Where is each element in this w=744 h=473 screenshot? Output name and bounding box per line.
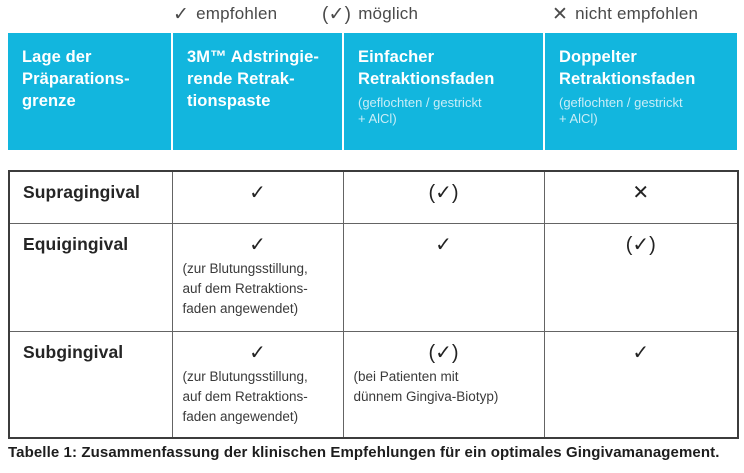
header-cell-praeparationsgrenze: Lage der Präparations- grenze: [8, 33, 171, 150]
header-subtitle: (geflochten / gestrickt + AlCl): [559, 94, 683, 127]
row-label: Supragingival: [8, 170, 173, 224]
check-icon: ✓: [173, 3, 190, 25]
table-row-subgingival: Subgingival ✓ (zur Blutungsstillung, auf…: [8, 330, 739, 439]
header-cell-doppelter-faden: Doppelter Retraktionsfaden (geflochten /…: [545, 33, 737, 150]
check-parens-icon: (✓): [428, 182, 459, 204]
header-title: Doppelter Retraktionsfaden: [559, 48, 696, 88]
legend: ✓ empfohlen (✓) möglich ✕ nicht empfohle…: [0, 4, 744, 30]
header-title: 3M™ Adstringie- rende Retrak- tionspaste: [187, 48, 319, 110]
header-cell-einfacher-faden: Einfacher Retraktionsfaden (geflochten /…: [344, 33, 543, 150]
table-row-supragingival: Supragingival ✓ (✓) ✕: [8, 170, 739, 224]
row-label: Equigingival: [8, 222, 173, 332]
legend-label: möglich: [358, 4, 419, 23]
check-icon: ✓: [249, 341, 266, 364]
table-caption: Tabelle 1: Zusammenfassung der klinische…: [8, 444, 720, 461]
cell-note: [545, 204, 738, 207]
legend-item-nicht-empfohlen: ✕ nicht empfohlen: [552, 4, 698, 24]
table-cell: ✓ (zur Blutungsstillung, auf dem Retrakt…: [171, 330, 344, 439]
legend-item-moeglich: (✓) möglich: [322, 4, 418, 24]
cross-icon: ✕: [552, 3, 569, 25]
table-cell: ✕: [543, 170, 739, 224]
table-header: Lage der Präparations- grenze 3M™ Adstri…: [8, 33, 737, 150]
header-title: Lage der Präparations- grenze: [22, 48, 130, 110]
recommendations-table: Supragingival ✓ (✓) ✕ Equigingival ✓ (zu…: [8, 170, 739, 439]
check-icon: ✓: [632, 341, 650, 364]
cell-note: [344, 256, 544, 259]
table-cell: ✓ (zur Blutungsstillung, auf dem Retrakt…: [171, 222, 344, 332]
table-cell: (✓) (bei Patienten mit dünnem Gingiva-Bi…: [342, 330, 545, 439]
header-subtitle: (geflochten / gestrickt + AlCl): [358, 94, 482, 127]
check-parens-icon: (✓): [322, 3, 352, 25]
legend-item-empfohlen: ✓ empfohlen: [173, 4, 277, 24]
check-parens-icon: (✓): [625, 233, 656, 256]
table-cell: ✓: [342, 222, 545, 332]
table-row-equigingival: Equigingival ✓ (zur Blutungsstillung, au…: [8, 222, 739, 332]
cross-icon: ✕: [632, 182, 650, 204]
row-label: Subgingival: [8, 330, 173, 439]
legend-label: empfohlen: [196, 4, 278, 23]
check-icon: ✓: [249, 233, 266, 256]
table-cell: (✓): [543, 222, 739, 332]
header-title: Einfacher Retraktionsfaden: [358, 48, 495, 88]
cell-note: [344, 204, 544, 207]
check-icon: ✓: [435, 233, 452, 256]
table-cell: (✓): [342, 170, 545, 224]
check-icon: ✓: [249, 182, 266, 204]
cell-note: (zur Blutungsstillung, auf dem Retraktio…: [182, 368, 308, 425]
legend-label: nicht empfohlen: [575, 4, 699, 23]
table-cell: ✓: [171, 170, 344, 224]
table-cell: ✓: [543, 330, 739, 439]
cell-note: [173, 204, 343, 207]
check-parens-icon: (✓): [428, 341, 459, 364]
cell-note: (zur Blutungsstillung, auf dem Retraktio…: [182, 260, 308, 317]
header-cell-retraktionspaste: 3M™ Adstringie- rende Retrak- tionspaste: [173, 33, 342, 150]
cell-note: (bei Patienten mit dünnem Gingiva-Biotyp…: [353, 368, 499, 404]
cell-note: [545, 256, 738, 259]
cell-note: [545, 364, 738, 367]
